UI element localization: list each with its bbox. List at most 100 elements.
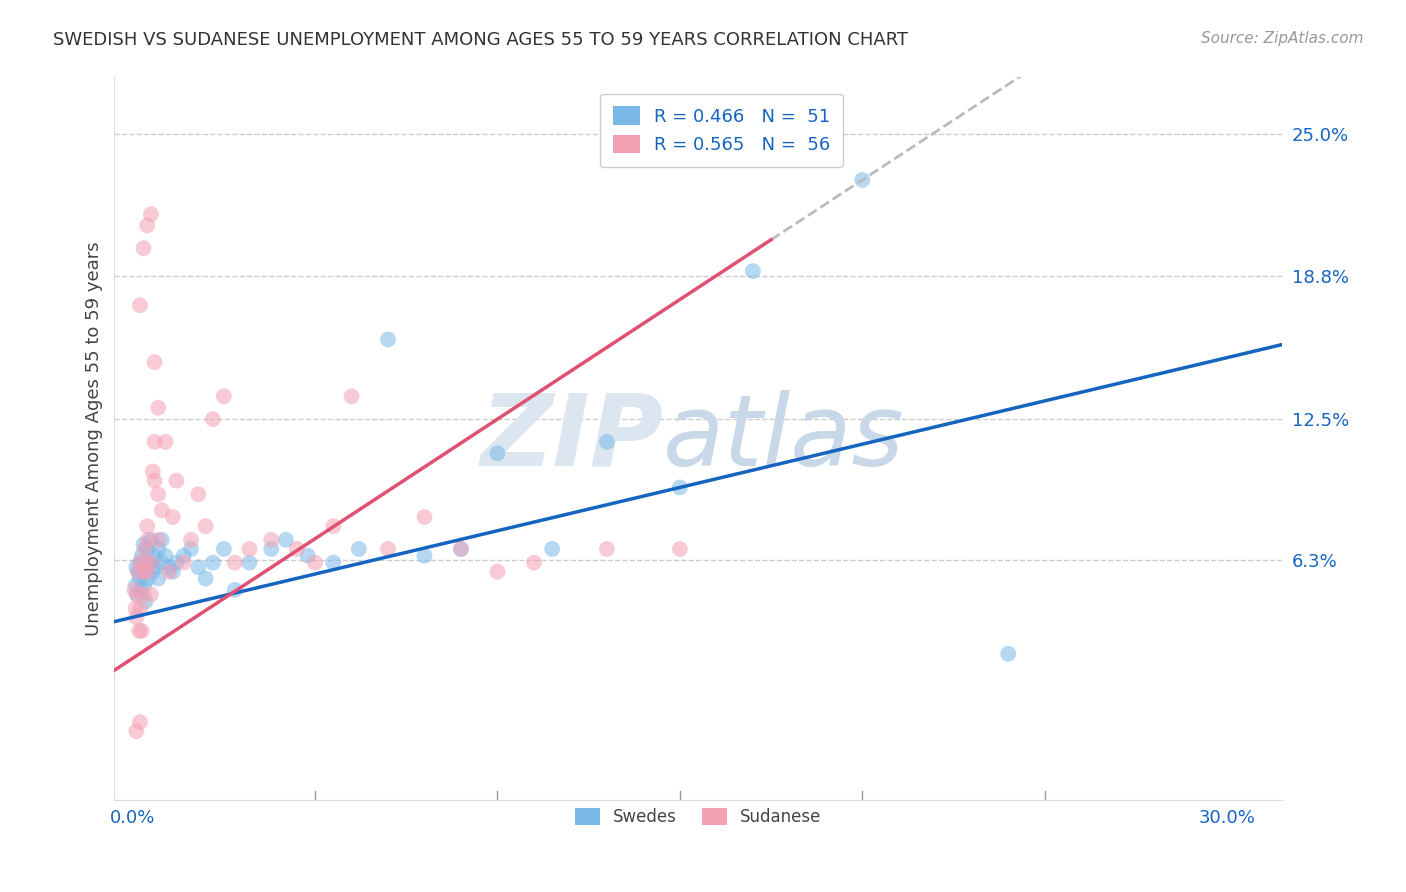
Point (741, 264, 763, 278)
Point (129, 572, 152, 586)
Point (148, 572, 170, 586)
Point (136, 572, 159, 586)
Point (180, 541, 202, 556)
Point (162, 510, 184, 524)
Point (125, 587, 148, 601)
Point (134, 594, 156, 608)
Point (128, 624, 150, 638)
Point (155, 549, 177, 563)
Point (162, 565, 184, 579)
Point (136, 565, 159, 579)
Point (136, 560, 159, 574)
Point (413, 510, 436, 524)
Point (596, 434, 619, 449)
Point (134, 578, 156, 592)
Point (173, 556, 195, 570)
Point (541, 541, 564, 556)
Point (413, 549, 436, 563)
Point (125, 560, 148, 574)
Point (347, 541, 370, 556)
Point (139, 556, 162, 570)
Point (212, 541, 235, 556)
Point (180, 533, 202, 547)
Point (997, 647, 1019, 661)
Point (125, 724, 148, 739)
Point (136, 541, 159, 556)
Point (669, 541, 692, 556)
Legend: Swedes, Sudanese: Swedes, Sudanese (567, 800, 830, 835)
Point (129, 556, 152, 570)
Point (194, 519, 217, 533)
Point (143, 549, 166, 563)
Point (131, 624, 153, 638)
Point (143, 560, 166, 574)
Point (129, 298, 152, 312)
Point (142, 565, 165, 579)
Point (124, 601, 146, 615)
Text: SWEDISH VS SUDANESE UNEMPLOYMENT AMONG AGES 55 TO 59 YEARS CORRELATION CHART: SWEDISH VS SUDANESE UNEMPLOYMENT AMONG A… (53, 31, 908, 49)
Point (132, 537, 155, 551)
Point (238, 541, 260, 556)
Point (173, 549, 195, 563)
Point (851, 173, 873, 187)
Point (322, 556, 344, 570)
Point (125, 587, 148, 601)
Point (377, 541, 399, 556)
Point (297, 549, 319, 563)
Point (523, 556, 546, 570)
Point (322, 519, 344, 533)
Point (139, 207, 162, 221)
Text: atlas: atlas (664, 390, 904, 487)
Point (132, 565, 155, 579)
Point (165, 556, 187, 570)
Point (212, 389, 235, 403)
Point (377, 332, 399, 346)
Point (187, 560, 209, 574)
Point (304, 556, 326, 570)
Point (148, 533, 170, 547)
Point (129, 715, 152, 730)
Point (340, 389, 363, 403)
Point (129, 556, 152, 570)
Point (148, 401, 170, 415)
Point (132, 587, 155, 601)
Point (139, 556, 162, 570)
Point (131, 549, 153, 563)
Point (165, 474, 187, 488)
Point (124, 578, 146, 592)
Point (139, 587, 162, 601)
Point (201, 556, 224, 570)
Point (450, 541, 472, 556)
Point (127, 565, 149, 579)
Point (136, 533, 159, 547)
Point (150, 556, 173, 570)
Point (129, 582, 152, 597)
Y-axis label: Unemployment Among Ages 55 to 59 years: Unemployment Among Ages 55 to 59 years (86, 241, 103, 636)
Point (194, 572, 217, 586)
Point (157, 565, 180, 579)
Point (132, 241, 155, 255)
Point (143, 355, 166, 369)
Point (187, 487, 209, 501)
Point (260, 541, 283, 556)
Point (274, 533, 297, 547)
Point (669, 480, 692, 494)
Point (143, 474, 166, 488)
Point (285, 541, 308, 556)
Point (134, 541, 156, 556)
Point (486, 565, 509, 579)
Point (124, 582, 146, 597)
Point (224, 582, 246, 597)
Point (142, 465, 165, 479)
Point (486, 446, 509, 460)
Point (155, 434, 177, 449)
Point (136, 519, 159, 533)
Point (596, 541, 619, 556)
Point (136, 219, 159, 233)
Point (238, 556, 260, 570)
Point (127, 565, 149, 579)
Point (150, 503, 173, 517)
Point (224, 556, 246, 570)
Text: Source: ZipAtlas.com: Source: ZipAtlas.com (1201, 31, 1364, 46)
Point (132, 565, 155, 579)
